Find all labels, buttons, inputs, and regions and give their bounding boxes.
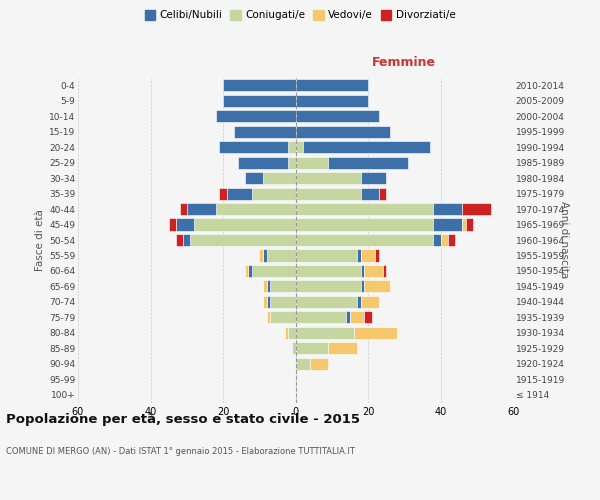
Bar bbox=[263, 280, 266, 292]
Bar bbox=[296, 79, 368, 92]
Bar bbox=[433, 234, 440, 246]
Bar bbox=[292, 342, 296, 354]
Bar bbox=[245, 172, 263, 184]
Bar bbox=[296, 218, 433, 230]
Bar bbox=[462, 203, 491, 215]
Bar bbox=[263, 250, 266, 262]
Bar bbox=[284, 327, 288, 339]
Bar bbox=[296, 342, 328, 354]
Bar bbox=[183, 234, 190, 246]
Bar bbox=[190, 234, 296, 246]
Bar bbox=[252, 265, 296, 277]
Bar bbox=[296, 265, 361, 277]
Bar bbox=[263, 296, 266, 308]
Bar bbox=[270, 312, 296, 324]
Bar bbox=[194, 218, 296, 230]
Bar bbox=[296, 172, 361, 184]
Bar bbox=[296, 250, 357, 262]
Bar bbox=[361, 250, 375, 262]
Bar bbox=[263, 172, 296, 184]
Bar bbox=[288, 156, 296, 168]
Text: Femmine: Femmine bbox=[372, 56, 436, 70]
Bar bbox=[266, 280, 270, 292]
Y-axis label: Fasce di età: Fasce di età bbox=[35, 209, 45, 271]
Bar bbox=[462, 218, 466, 230]
Bar bbox=[361, 296, 379, 308]
Bar bbox=[252, 188, 296, 200]
Bar bbox=[433, 218, 462, 230]
Bar bbox=[266, 250, 296, 262]
Bar bbox=[296, 280, 361, 292]
Bar bbox=[223, 79, 296, 92]
Bar bbox=[466, 218, 473, 230]
Bar bbox=[383, 265, 386, 277]
Bar bbox=[266, 312, 270, 324]
Bar bbox=[310, 358, 328, 370]
Bar bbox=[296, 312, 346, 324]
Bar bbox=[361, 265, 364, 277]
Bar bbox=[270, 296, 296, 308]
Y-axis label: Anni di nascita: Anni di nascita bbox=[559, 202, 569, 278]
Bar bbox=[296, 358, 310, 370]
Bar bbox=[296, 141, 303, 153]
Legend: Celibi/Nubili, Coniugati/e, Vedovi/e, Divorziati/e: Celibi/Nubili, Coniugati/e, Vedovi/e, Di… bbox=[145, 10, 455, 20]
Bar bbox=[296, 94, 368, 107]
Bar bbox=[238, 156, 288, 168]
Bar bbox=[296, 126, 390, 138]
Text: COMUNE DI MERGO (AN) - Dati ISTAT 1° gennaio 2015 - Elaborazione TUTTITALIA.IT: COMUNE DI MERGO (AN) - Dati ISTAT 1° gen… bbox=[6, 448, 355, 456]
Bar bbox=[234, 126, 296, 138]
Bar bbox=[220, 188, 227, 200]
Bar bbox=[440, 234, 448, 246]
Bar bbox=[364, 280, 390, 292]
Bar bbox=[169, 218, 176, 230]
Bar bbox=[361, 280, 364, 292]
Bar bbox=[259, 250, 263, 262]
Bar bbox=[270, 280, 296, 292]
Bar bbox=[328, 156, 408, 168]
Bar bbox=[350, 312, 364, 324]
Bar bbox=[296, 110, 379, 122]
Bar bbox=[288, 141, 296, 153]
Bar bbox=[361, 188, 379, 200]
Bar bbox=[353, 327, 397, 339]
Bar bbox=[296, 188, 361, 200]
Bar bbox=[296, 327, 353, 339]
Bar bbox=[303, 141, 430, 153]
Bar bbox=[187, 203, 216, 215]
Bar bbox=[357, 296, 361, 308]
Bar bbox=[216, 203, 296, 215]
Text: Popolazione per età, sesso e stato civile - 2015: Popolazione per età, sesso e stato civil… bbox=[6, 412, 360, 426]
Bar bbox=[448, 234, 455, 246]
Bar bbox=[216, 110, 296, 122]
Bar bbox=[375, 250, 379, 262]
Bar bbox=[179, 203, 187, 215]
Bar bbox=[176, 218, 194, 230]
Bar bbox=[361, 172, 386, 184]
Bar bbox=[248, 265, 252, 277]
Bar bbox=[245, 265, 248, 277]
Bar bbox=[364, 265, 383, 277]
Bar bbox=[296, 156, 328, 168]
Bar bbox=[288, 327, 296, 339]
Bar bbox=[379, 188, 386, 200]
Bar bbox=[364, 312, 371, 324]
Bar bbox=[328, 342, 357, 354]
Bar bbox=[220, 141, 288, 153]
Bar bbox=[296, 296, 357, 308]
Bar bbox=[433, 203, 462, 215]
Bar bbox=[357, 250, 361, 262]
Bar bbox=[266, 296, 270, 308]
Bar bbox=[346, 312, 350, 324]
Bar bbox=[176, 234, 183, 246]
Bar bbox=[223, 94, 296, 107]
Bar bbox=[296, 203, 433, 215]
Bar bbox=[296, 234, 433, 246]
Bar bbox=[227, 188, 252, 200]
